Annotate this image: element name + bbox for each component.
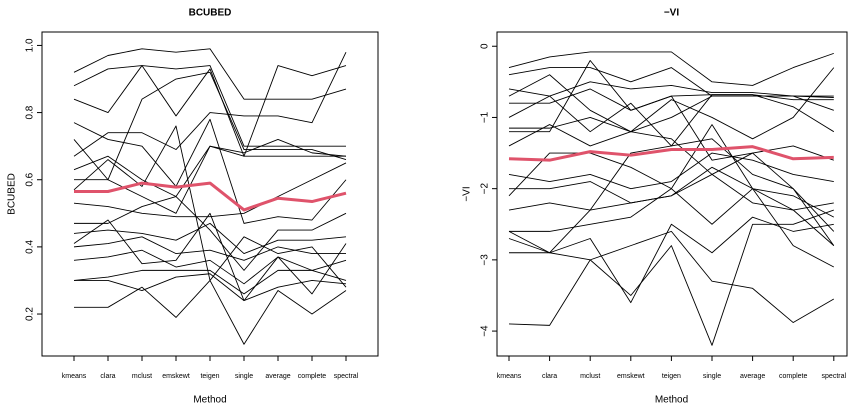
x-tick-label: teigen xyxy=(662,373,681,380)
series-line xyxy=(73,212,347,302)
x-tick-label: emskewt xyxy=(617,373,645,380)
series-line xyxy=(73,249,347,285)
x-tick-label: average xyxy=(740,373,765,380)
series-line xyxy=(509,188,835,268)
x-tick-label: single xyxy=(235,373,253,380)
series-line xyxy=(508,138,835,254)
y-tick-label: 0.2 xyxy=(25,307,36,321)
x-tick-label: mclust xyxy=(132,373,152,380)
y-tick-label: −1 xyxy=(480,111,491,123)
x-tick-label: clara xyxy=(542,373,557,380)
series-line xyxy=(74,280,347,345)
y-tick-label: 0.4 xyxy=(25,239,36,253)
x-tick-label: emskewt xyxy=(162,373,190,380)
x-tick-label: single xyxy=(703,373,721,380)
x-tick-label: kmeans xyxy=(497,373,522,380)
series-line xyxy=(509,209,834,346)
series-line xyxy=(508,94,835,147)
series-line xyxy=(73,51,347,157)
series-line xyxy=(73,71,347,181)
x-tick-label: mclust xyxy=(580,373,600,380)
y-tick-label: −2 xyxy=(480,183,491,195)
chart-title: −VI xyxy=(664,8,680,19)
y-tick-label: −4 xyxy=(480,325,491,337)
series-line xyxy=(508,67,835,140)
series-line xyxy=(509,166,835,218)
series-line xyxy=(508,152,834,190)
x-tick-label: clara xyxy=(100,373,115,380)
y-axis-title: BCUBED xyxy=(7,173,18,215)
plot-frame xyxy=(496,31,848,357)
y-tick-label: 0.6 xyxy=(25,172,36,186)
series-line xyxy=(73,236,346,261)
series-line xyxy=(509,95,834,133)
series-line xyxy=(73,138,347,197)
x-tick-label: spectral xyxy=(334,373,359,380)
series-line xyxy=(508,81,834,111)
series-line xyxy=(508,173,834,211)
series-line xyxy=(73,222,347,255)
series-line xyxy=(508,124,835,246)
y-tick-label: 0 xyxy=(480,43,491,49)
series-line xyxy=(73,65,346,147)
x-axis-title: Method xyxy=(193,395,226,406)
series-line xyxy=(73,48,347,100)
x-tick-label: complete xyxy=(298,373,327,380)
x-tick-label: kmeans xyxy=(62,373,87,380)
series-line xyxy=(508,216,834,304)
series-line xyxy=(74,273,347,302)
series-line xyxy=(73,125,347,288)
series-line xyxy=(508,124,835,232)
x-tick-label: complete xyxy=(779,373,808,380)
x-tick-label: spectral xyxy=(822,373,847,380)
x-tick-label: teigen xyxy=(200,373,219,380)
series-line xyxy=(74,181,347,212)
series-line xyxy=(509,60,834,161)
y-tick-label: 0.8 xyxy=(25,105,36,119)
series-line xyxy=(508,145,834,162)
series-line xyxy=(508,51,834,86)
x-tick-label: average xyxy=(265,373,290,380)
series-line xyxy=(74,145,346,214)
series-line xyxy=(74,196,347,271)
series-line xyxy=(73,65,347,157)
series-line xyxy=(73,269,347,295)
y-tick-label: −3 xyxy=(480,254,491,266)
series-line xyxy=(508,230,835,326)
y-axis-title: −VI xyxy=(462,186,473,201)
chart-title: BCUBED xyxy=(189,8,232,19)
y-tick-label: 1.0 xyxy=(25,38,36,52)
series-line xyxy=(73,162,347,218)
x-axis-title: Method xyxy=(655,395,688,406)
series-line xyxy=(73,118,347,224)
